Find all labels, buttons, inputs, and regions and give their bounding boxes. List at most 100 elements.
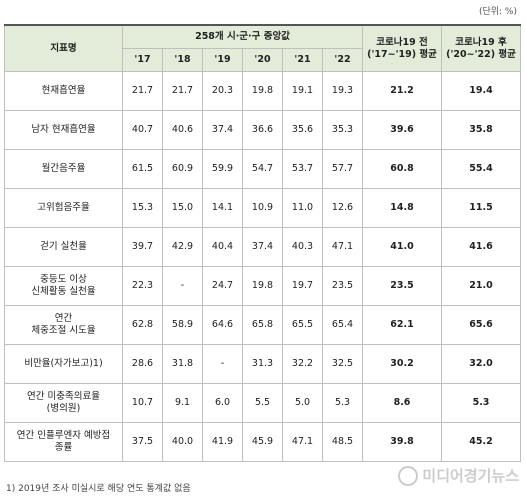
table-row: 연간 미충족의료율 (병의원) 10.7 9.1 6.0 5.5 5.0 5.3 8.6 5.3 (4, 383, 521, 423)
indicator-name-line: 연간 미충족의료율 (27, 391, 100, 403)
year-value-cell: 54.7 (242, 149, 283, 189)
before-average-cell: 23.5 (362, 266, 442, 306)
indicator-name-line: 신체활동 실천율 (31, 286, 96, 297)
year-value-cell: 15.0 (162, 188, 203, 228)
year-value-cell: 15.3 (122, 188, 163, 228)
before-average-cell: 39.6 (362, 110, 442, 150)
indicator-name-line: 연간 (54, 313, 73, 325)
year-value-cell: - (162, 266, 203, 306)
before-average-cell: 21.2 (362, 71, 442, 111)
before-average-cell: 41.0 (362, 227, 442, 267)
year-value-cell: 40.3 (282, 227, 323, 267)
year-value-cell: 21.7 (122, 71, 163, 111)
year-value-cell: 20.3 (202, 71, 243, 111)
before-average-cell: 39.8 (362, 422, 442, 462)
year-value-cell: 35.6 (282, 110, 323, 150)
header-year: '17 (122, 48, 163, 72)
header-indicator: 지표명 (4, 24, 123, 72)
year-value-cell: 39.7 (122, 227, 163, 267)
year-value-cell: - (202, 344, 243, 384)
year-value-cell: 65.4 (322, 305, 363, 345)
year-value-cell: 32.5 (322, 344, 363, 384)
indicator-name-line: (병의원) (46, 403, 81, 414)
year-value-cell: 5.0 (282, 383, 323, 423)
header-year: '19 (202, 48, 243, 72)
year-value-cell: 6.0 (202, 383, 243, 423)
watermark: 미디어경기뉴스 (398, 465, 519, 486)
indicator-name-line: 현재흡연율 (41, 85, 86, 97)
year-value-cell: 10.7 (122, 383, 163, 423)
after-average-cell: 35.8 (441, 110, 521, 150)
indicator-name: 연간 미충족의료율 (병의원) (4, 383, 123, 423)
table-row: 중등도 이상 신체활동 실천율 22.3-24.7 19.8 19.7 23.5 23.5 2… (4, 266, 521, 306)
header-year: '22 (322, 48, 363, 72)
year-value-cell: 9.1 (162, 383, 203, 423)
year-value-cell: 65.8 (242, 305, 283, 345)
watermark-logo-icon (398, 465, 419, 486)
year-value-cell: 19.1 (282, 71, 323, 111)
year-value-cell: 28.6 (122, 344, 163, 384)
after-average-cell: 41.6 (441, 227, 521, 267)
year-value-cell: 37.4 (202, 110, 243, 150)
year-value-cell: 24.7 (202, 266, 243, 306)
before-average-cell: 60.8 (362, 149, 442, 189)
year-value-cell: 58.9 (162, 305, 203, 345)
year-value-cell: 40.6 (162, 110, 203, 150)
indicator-name: 연간 체중조절 시도율 (4, 305, 123, 345)
table-row: 연간 체중조절 시도율 62.8 58.9 64.6 65.8 65.5 65.4 62.1 65… (4, 305, 521, 345)
year-value-cell: 36.6 (242, 110, 283, 150)
indicator-name: 고위험음주율 (4, 188, 123, 228)
indicator-name: 현재흡연율 (4, 71, 123, 111)
year-value-cell: 31.8 (162, 344, 203, 384)
after-average-cell: 55.4 (441, 149, 521, 189)
after-average-cell: 45.2 (441, 422, 521, 462)
year-value-cell: 12.6 (322, 188, 363, 228)
table-row: 월간음주율 61.5 60.9 59.9 54.7 53.7 57.7 60.8 55.4 (4, 149, 521, 189)
year-value-cell: 14.1 (202, 188, 243, 228)
year-value-cell: 40.7 (122, 110, 163, 150)
year-value-cell: 11.0 (282, 188, 323, 228)
year-value-cell: 61.5 (122, 149, 163, 189)
year-value-cell: 47.1 (322, 227, 363, 267)
year-value-cell: 37.4 (242, 227, 283, 267)
before-average-cell: 62.1 (362, 305, 442, 345)
year-value-cell: 19.8 (242, 266, 283, 306)
indicator-name-line: 월간음주율 (41, 163, 86, 175)
table-row: 남자 현재흡연율 40.7 40.6 37.4 36.6 35.6 35.3 39.6 35.8 (4, 110, 521, 150)
indicator-name-line: 종률 (54, 442, 73, 453)
indicator-name: 남자 현재흡연율 (4, 110, 123, 150)
indicator-name: 중등도 이상 신체활동 실천율 (4, 266, 123, 306)
year-value-cell: 60.9 (162, 149, 203, 189)
year-value-cell: 45.9 (242, 422, 283, 462)
footnote: 1) 2019년 조사 미실시로 해당 연도 통계값 없음 (6, 484, 191, 494)
indicator-name-line: 중등도 이상 (40, 274, 87, 286)
after-average-cell: 65.6 (441, 305, 521, 345)
table-row: 고위험음주율 15.3 15.0 14.1 10.9 11.0 12.6 14.8 11.5 (4, 188, 521, 228)
indicator-name-line: 비만율(자가보고)1) (24, 358, 103, 370)
indicator-name-line: 남자 현재흡연율 (31, 124, 96, 136)
year-value-cell: 21.7 (162, 71, 203, 111)
year-value-cell: 40.4 (202, 227, 243, 267)
year-value-cell: 64.6 (202, 305, 243, 345)
year-value-cell: 48.5 (322, 422, 363, 462)
year-value-cell: 57.7 (322, 149, 363, 189)
after-average-cell: 5.3 (441, 383, 521, 423)
year-value-cell: 41.9 (202, 422, 243, 462)
header-year: '20 (242, 48, 283, 72)
year-value-cell: 40.0 (162, 422, 203, 462)
year-value-cell: 19.3 (322, 71, 363, 111)
year-value-cell: 5.3 (322, 383, 363, 423)
indicator-name: 비만율(자가보고)1) (4, 344, 123, 384)
year-value-cell: 62.8 (122, 305, 163, 345)
year-value-cell: 19.8 (242, 71, 283, 111)
before-average-cell: 8.6 (362, 383, 442, 423)
after-average-cell: 19.4 (441, 71, 521, 111)
header-year: '18 (162, 48, 203, 72)
after-average-cell: 32.0 (441, 344, 521, 384)
indicator-name: 걷기 실천율 (4, 227, 123, 267)
year-value-cell: 37.5 (122, 422, 163, 462)
year-value-cell: 47.1 (282, 422, 323, 462)
before-average-cell: 14.8 (362, 188, 442, 228)
statistics-table: 지표명 258개 시·군·구 중앙값 코로나19 전 ('17~'19) 평균 코… (4, 24, 521, 462)
year-value-cell: 65.5 (282, 305, 323, 345)
